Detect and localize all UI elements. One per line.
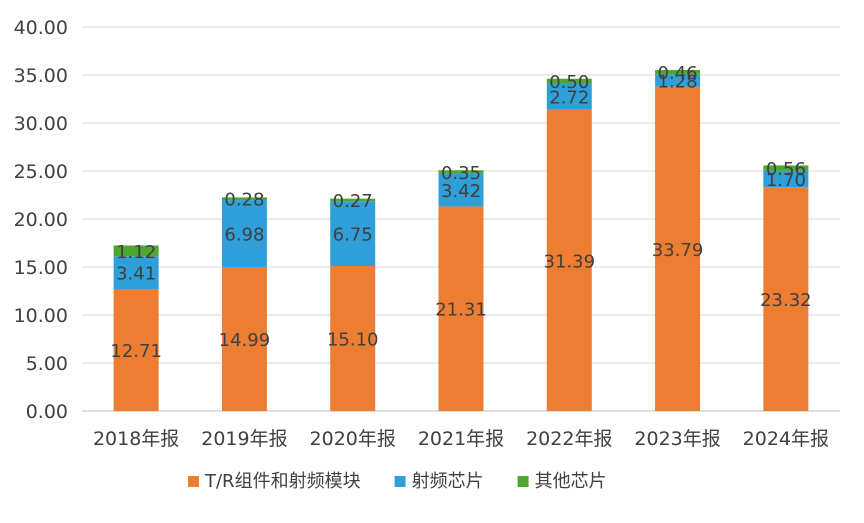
bar-segment bbox=[546, 78, 592, 84]
data-label: 6.98 bbox=[224, 225, 264, 246]
data-label: 15.10 bbox=[327, 330, 379, 351]
x-category-label: 2019年报 bbox=[201, 428, 287, 450]
data-label: 12.71 bbox=[110, 341, 162, 362]
data-label: 14.99 bbox=[219, 330, 271, 351]
bar-segment bbox=[763, 187, 809, 411]
y-tick-label: 5.00 bbox=[26, 353, 68, 375]
bar-segment bbox=[330, 198, 376, 202]
y-axis-ticks: 0.00 5.00 10.00 15.00 20.00 25.00 30.00 35.00 40… bbox=[14, 17, 68, 423]
legend-swatch bbox=[394, 476, 406, 487]
data-label: 23.32 bbox=[760, 290, 812, 311]
legend-item: 射频芯片 bbox=[394, 471, 484, 492]
bars bbox=[113, 69, 809, 411]
bar-segment bbox=[438, 206, 484, 411]
bar-segment bbox=[655, 74, 701, 87]
data-label: 1.70 bbox=[766, 170, 806, 191]
bar-segment bbox=[655, 86, 701, 411]
x-category-label: 2024年报 bbox=[743, 428, 829, 450]
bar-segment bbox=[546, 83, 592, 110]
x-category-label: 2022年报 bbox=[526, 428, 612, 450]
y-tick-label: 15.00 bbox=[14, 257, 68, 279]
data-label: 33.79 bbox=[652, 240, 704, 261]
bar-segment bbox=[113, 288, 159, 411]
legend-swatch bbox=[188, 476, 199, 487]
data-label: 31.39 bbox=[544, 251, 596, 272]
data-label: 0.50 bbox=[549, 72, 589, 93]
bar-segment bbox=[330, 201, 376, 267]
data-label: 0.27 bbox=[333, 191, 373, 212]
y-tick-label: 10.00 bbox=[14, 305, 68, 327]
bar-segment bbox=[113, 256, 159, 289]
legend: T/R组件和射频模块 射频芯片 其他芯片 bbox=[188, 471, 607, 492]
bar-segment bbox=[438, 170, 484, 174]
legend-item: T/R组件和射频模块 bbox=[188, 471, 361, 492]
data-labels: 12.71 3.411.12 14.99 6.98 0.28 15.10 6.75 0.27 2… bbox=[110, 63, 811, 362]
data-label: 6.75 bbox=[333, 225, 373, 246]
legend-item: 其他芯片 bbox=[517, 471, 607, 492]
bar-segment bbox=[438, 173, 484, 207]
y-tick-label: 20.00 bbox=[14, 209, 68, 231]
data-label: 0.35 bbox=[441, 163, 481, 184]
x-category-label: 2020年报 bbox=[310, 428, 396, 450]
x-category-label: 2023年报 bbox=[634, 428, 720, 450]
data-label: 2.72 bbox=[549, 88, 589, 109]
y-tick-label: 40.00 bbox=[14, 17, 68, 39]
bar-segment bbox=[113, 245, 159, 257]
data-label: 3.41 bbox=[116, 264, 156, 285]
x-category-label: 2018年报 bbox=[93, 428, 179, 450]
y-tick-label: 0.00 bbox=[26, 401, 68, 423]
legend-label: 其他芯片 bbox=[535, 471, 607, 492]
legend-label: T/R组件和射频模块 bbox=[204, 471, 361, 492]
bar-segment bbox=[221, 200, 267, 268]
bar-segment bbox=[221, 197, 267, 201]
y-tick-label: 25.00 bbox=[14, 161, 68, 183]
data-label: 0.46 bbox=[658, 63, 698, 84]
bar-segment bbox=[330, 266, 376, 411]
bar-segment bbox=[546, 109, 592, 411]
bar-segment bbox=[655, 69, 701, 75]
legend-label: 射频芯片 bbox=[412, 471, 484, 492]
data-label: 0.56 bbox=[766, 159, 806, 180]
bar-segment bbox=[763, 165, 809, 171]
data-label: 1.12 bbox=[116, 242, 156, 263]
data-label: 0.28 bbox=[224, 190, 264, 211]
data-label: 21.31 bbox=[435, 300, 487, 321]
x-category-label: 2021年报 bbox=[418, 428, 504, 450]
bar-segment bbox=[763, 170, 809, 188]
x-axis-categories: 2018年报 2019年报 2020年报 2021年报 2022年报 2023年报 2024… bbox=[93, 428, 829, 450]
legend-swatch bbox=[517, 476, 529, 487]
y-tick-label: 35.00 bbox=[14, 65, 68, 87]
y-tick-label: 30.00 bbox=[14, 113, 68, 135]
data-label: 3.42 bbox=[441, 181, 481, 202]
bar-segment bbox=[221, 267, 267, 411]
data-label: 1.28 bbox=[658, 71, 698, 92]
